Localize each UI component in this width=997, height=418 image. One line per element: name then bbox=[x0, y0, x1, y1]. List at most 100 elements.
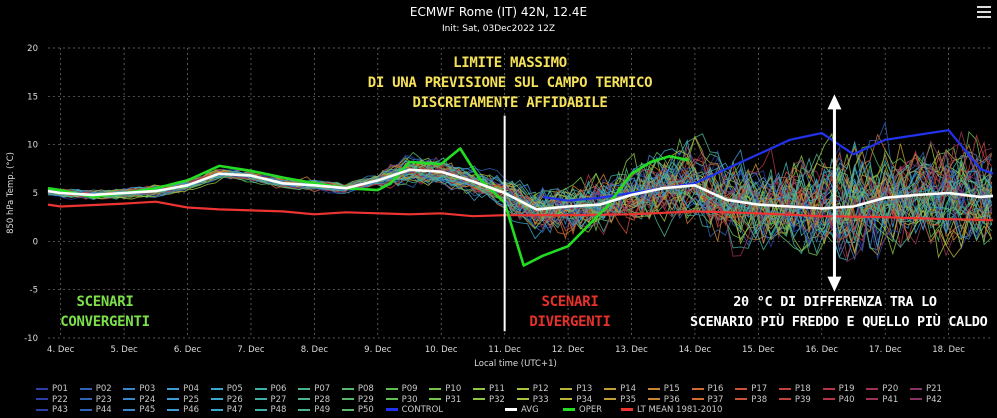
legend-swatch bbox=[822, 398, 835, 400]
legend-item[interactable]: P12 bbox=[516, 384, 549, 395]
legend-item[interactable]: P48 bbox=[254, 405, 287, 416]
legend-item[interactable]: P13 bbox=[560, 384, 592, 395]
legend-item[interactable]: P14 bbox=[604, 384, 636, 395]
legend-item[interactable]: P31 bbox=[429, 395, 461, 406]
legend-item[interactable]: P38 bbox=[735, 395, 767, 406]
legend-swatch bbox=[516, 387, 529, 390]
legend-item[interactable]: P32 bbox=[473, 395, 505, 406]
legend-item[interactable]: P35 bbox=[604, 395, 636, 406]
legend-label: P17 bbox=[751, 384, 768, 394]
legend-swatch bbox=[822, 387, 835, 390]
legend-swatch bbox=[385, 398, 398, 400]
legend-label: P24 bbox=[139, 394, 156, 405]
legend-swatch bbox=[604, 398, 617, 400]
series-lines bbox=[47, 129, 994, 267]
legend-item[interactable]: P17 bbox=[735, 384, 767, 395]
legend-item[interactable]: P09 bbox=[385, 384, 418, 395]
legend-swatch bbox=[604, 387, 617, 390]
legend-item[interactable]: P10 bbox=[429, 384, 461, 395]
limit-line-3: DISCRETAMENTE AFFIDABILE bbox=[412, 95, 608, 111]
legend-item[interactable]: P42 bbox=[910, 395, 942, 406]
x-tick-label: 17. Dec bbox=[869, 345, 902, 355]
legend-item[interactable]: P34 bbox=[560, 395, 592, 406]
legend-swatch bbox=[735, 387, 748, 390]
legend-item[interactable]: P05 bbox=[210, 384, 243, 395]
legend-item[interactable]: P39 bbox=[778, 395, 811, 406]
legend-item[interactable]: P46 bbox=[167, 405, 199, 416]
legend-swatch bbox=[910, 398, 922, 400]
legend-label: P27 bbox=[270, 394, 287, 405]
menu-icon[interactable] bbox=[977, 6, 991, 18]
legend-item[interactable]: P16 bbox=[691, 384, 724, 395]
legend-item[interactable]: P21 bbox=[910, 384, 942, 395]
limit-annotation: LIMITE MASSIMO DI UNA PREVISIONE SUL CAM… bbox=[355, 53, 665, 113]
legend-swatch bbox=[254, 387, 267, 390]
legend-item[interactable]: P28 bbox=[298, 395, 330, 406]
x-tick-label: 16. Dec bbox=[805, 345, 838, 355]
legend-item[interactable]: P07 bbox=[298, 384, 330, 395]
legend-label: P41 bbox=[882, 394, 899, 405]
legend-item[interactable]: P30 bbox=[385, 395, 418, 406]
legend-item[interactable]: OPER bbox=[563, 405, 602, 416]
legend-swatch bbox=[210, 408, 223, 411]
legend-item[interactable]: P03 bbox=[123, 384, 155, 395]
legend-swatch bbox=[621, 408, 633, 411]
y-tick-label: 5 bbox=[33, 189, 38, 199]
legend-label: P37 bbox=[707, 394, 724, 405]
legend-item[interactable]: P23 bbox=[79, 395, 112, 406]
legend-item[interactable]: AVG bbox=[505, 405, 539, 416]
legend-item[interactable]: P04 bbox=[167, 384, 199, 395]
legend-swatch bbox=[473, 387, 485, 390]
legend-item[interactable]: P01 bbox=[36, 384, 68, 395]
legend-item[interactable]: P27 bbox=[254, 394, 287, 406]
legend-item[interactable]: P49 bbox=[298, 405, 330, 416]
legend-item[interactable]: P43 bbox=[36, 405, 68, 416]
legend-swatch bbox=[778, 398, 791, 400]
y-tick-label: 20 bbox=[27, 44, 38, 54]
legend-swatch bbox=[560, 398, 573, 400]
legend-item[interactable]: P44 bbox=[79, 405, 112, 416]
legend-label: P43 bbox=[52, 405, 68, 415]
legend-item[interactable]: P15 bbox=[647, 384, 680, 395]
legend-item[interactable]: P33 bbox=[516, 394, 549, 406]
legend-label: P48 bbox=[270, 405, 287, 415]
legend-item[interactable]: P41 bbox=[866, 395, 898, 406]
legend-item[interactable]: P25 bbox=[167, 395, 199, 406]
legend-label: P19 bbox=[838, 384, 855, 394]
legend-item[interactable]: P37 bbox=[691, 394, 724, 406]
legend-label: P18 bbox=[794, 384, 811, 394]
legend-item[interactable]: P45 bbox=[123, 405, 155, 416]
legend-item[interactable]: P22 bbox=[36, 395, 68, 406]
legend-item[interactable]: P19 bbox=[822, 384, 855, 395]
legend-label: P26 bbox=[226, 394, 243, 405]
legend-item[interactable]: P29 bbox=[341, 395, 374, 406]
legend-label: P11 bbox=[489, 384, 505, 394]
legend-item[interactable]: CONTROL bbox=[385, 405, 443, 416]
legend-label: P02 bbox=[95, 384, 112, 394]
legend-item[interactable]: P02 bbox=[79, 384, 112, 395]
legend-item[interactable]: P11 bbox=[473, 384, 505, 395]
legend-swatch bbox=[79, 398, 92, 400]
legend-label: P21 bbox=[926, 384, 942, 394]
x-tick-label: 7. Dec bbox=[237, 345, 265, 355]
legend-item[interactable]: P08 bbox=[341, 384, 374, 395]
legend-item[interactable]: P20 bbox=[866, 384, 898, 395]
legend-swatch bbox=[647, 398, 660, 400]
legend-item[interactable]: P06 bbox=[254, 384, 286, 395]
legend-item[interactable]: P24 bbox=[123, 395, 155, 406]
legend-label: P31 bbox=[445, 394, 462, 405]
legend-label: P16 bbox=[707, 384, 724, 394]
legend-item[interactable]: P47 bbox=[210, 405, 243, 416]
legend-item[interactable]: P18 bbox=[778, 384, 811, 395]
x-tick-label: 5. Dec bbox=[110, 345, 138, 355]
legend-item[interactable]: P36 bbox=[647, 395, 680, 406]
legend-label: P45 bbox=[139, 405, 156, 415]
legend-swatch bbox=[298, 387, 311, 390]
legend-item[interactable]: P26 bbox=[210, 394, 243, 406]
legend-item[interactable]: P40 bbox=[822, 395, 855, 406]
legend-label: P33 bbox=[532, 394, 549, 405]
chart-title: ECMWF Rome (IT) 42N, 12.4E bbox=[409, 5, 588, 19]
legend-item[interactable]: P50 bbox=[341, 405, 374, 416]
legend-item[interactable]: LT MEAN 1981-2010 bbox=[621, 405, 722, 416]
legend-swatch bbox=[341, 387, 354, 390]
